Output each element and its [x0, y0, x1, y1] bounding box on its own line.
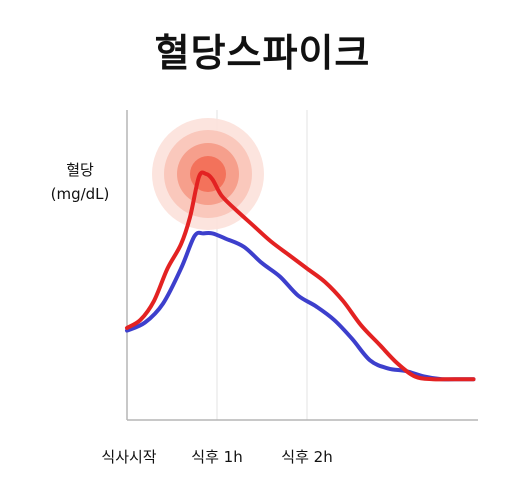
x-tick-label-0: 식사시작: [101, 448, 156, 466]
x-tick-label-2: 식후 2h: [281, 448, 332, 466]
y-axis-label-line-2: (mg/dL): [50, 185, 110, 203]
page-title: 혈당스파이크: [154, 31, 371, 75]
x-tick-label-1: 식후 1h: [191, 448, 242, 466]
series-line-1: [125, 170, 476, 382]
y-axis-label: 혈당 (mg/dL): [40, 158, 120, 206]
y-axis-label-line-1: 혈당: [66, 161, 94, 179]
series-line-2: [125, 230, 476, 382]
